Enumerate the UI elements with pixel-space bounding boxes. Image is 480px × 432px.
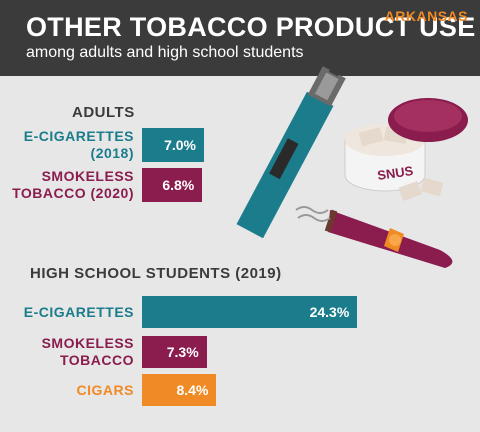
category-label: E-CIGARETTES (2018) [23,128,134,161]
category-label: E-CIGARETTES [23,303,134,320]
value-label: 8.4% [176,382,209,398]
bar [142,296,358,328]
vape-pen [236,52,349,239]
state-label: ARKANSAS [384,8,468,24]
cigar [295,206,453,268]
bar [142,336,207,368]
title: OTHER TOBACCO PRODUCT USE [26,12,476,42]
bar [142,128,205,162]
category-label: SMOKELESS TOBACCO [41,335,134,368]
value-label: 7.0% [164,137,197,153]
header-band [0,0,480,76]
value-label: 6.8% [162,177,195,193]
value-label: 24.3% [309,304,350,320]
bar [142,168,203,202]
group-title: ADULTS [72,104,135,121]
snus-tin: SNUS [344,98,468,201]
group-title: HIGH SCHOOL STUDENTS (2019) [30,265,282,282]
value-label: 7.3% [166,344,199,360]
category-label: SMOKELESS TOBACCO (2020) [12,168,134,201]
category-label: CIGARS [76,381,134,398]
tin-label: SNUS [376,163,414,183]
subtitle: among adults and high school students [26,44,304,61]
bar [142,374,217,406]
